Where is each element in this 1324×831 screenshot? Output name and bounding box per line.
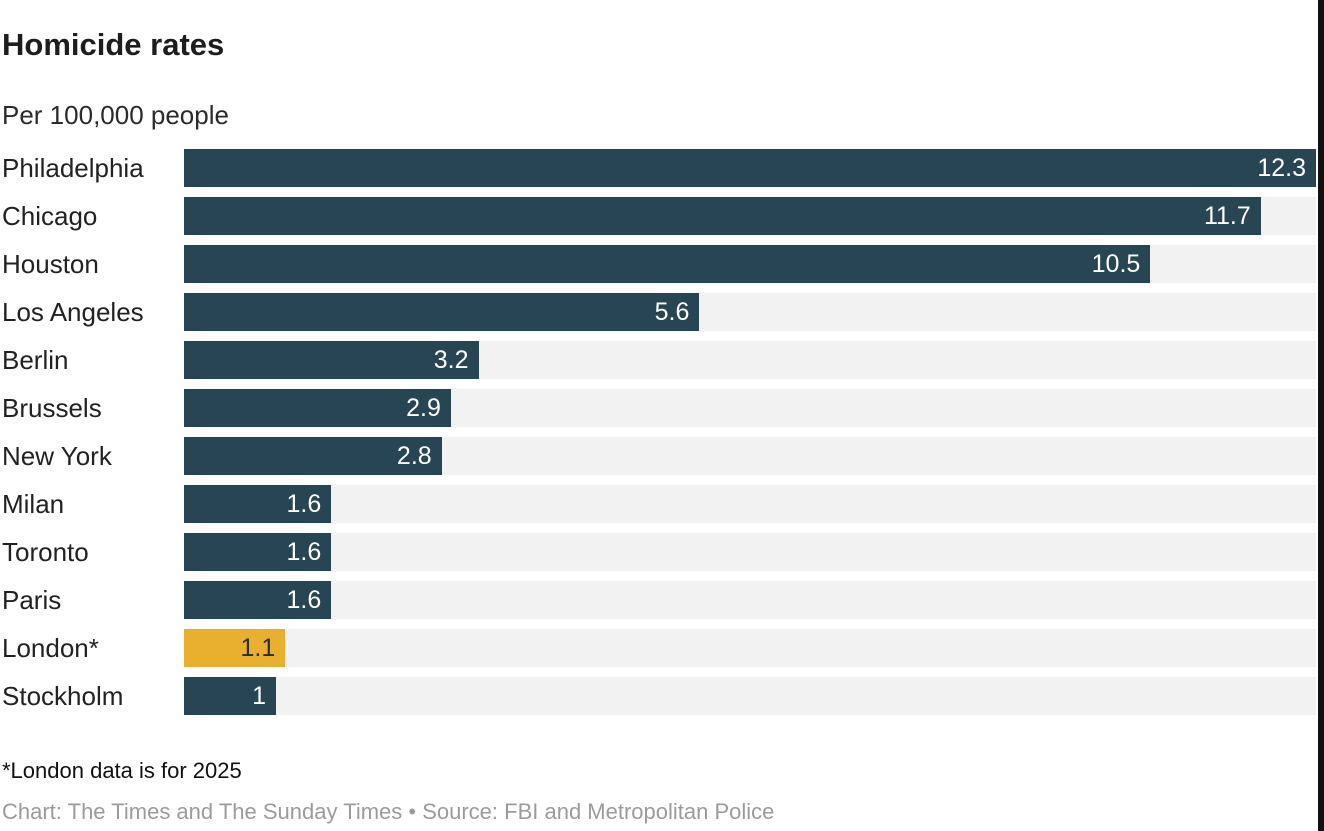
value-label: 2.9 <box>406 394 441 422</box>
bar-track: 1 <box>184 677 1316 715</box>
value-label: 12.3 <box>1257 154 1306 182</box>
category-label: Paris <box>2 584 62 615</box>
category-label: Houston <box>2 248 99 279</box>
table-row: New York 2.8 <box>0 432 1316 480</box>
value-label: 1 <box>252 682 267 710</box>
category-label: Stockholm <box>2 680 124 711</box>
table-row: Brussels 2.9 <box>0 384 1316 432</box>
category-label: London* <box>2 632 99 663</box>
bar: 10.5 <box>184 245 1151 283</box>
bar: 2.8 <box>184 437 442 475</box>
chart-subtitle: Per 100,000 people <box>2 100 229 130</box>
category-label: Los Angeles <box>2 296 144 327</box>
table-row: Toronto 1.6 <box>0 528 1316 576</box>
category-label: Chicago <box>2 200 98 231</box>
value-label: 1.6 <box>286 490 322 518</box>
category-label: Philadelphia <box>2 152 144 183</box>
bar-track: 11.7 <box>184 197 1316 235</box>
bar: 5.6 <box>184 293 700 331</box>
bar: 1.6 <box>184 533 332 571</box>
bar-track: 3.2 <box>184 341 1316 379</box>
bar-track: 1.6 <box>184 485 1316 523</box>
bar-highlighted: 1.1 <box>184 629 286 667</box>
bar: 1.6 <box>184 581 332 619</box>
table-row: Philadelphia 12.3 <box>0 144 1316 192</box>
bar: 2.9 <box>184 389 451 427</box>
bar: 11.7 <box>184 197 1261 235</box>
value-label: 5.6 <box>654 298 690 326</box>
bar: 1 <box>184 677 277 715</box>
category-label: New York <box>2 440 112 471</box>
table-row: Paris 1.6 <box>0 576 1316 624</box>
bar: 3.2 <box>184 341 479 379</box>
value-label: 11.7 <box>1203 202 1251 230</box>
bar: 12.3 <box>184 149 1316 187</box>
value-label: 1.6 <box>286 586 322 614</box>
value-label: 3.2 <box>433 346 469 374</box>
bar-track: 1.6 <box>184 533 1316 571</box>
category-label: Toronto <box>2 536 89 567</box>
table-row: Milan 1.6 <box>0 480 1316 528</box>
category-label: Milan <box>2 488 65 519</box>
value-label: 1.6 <box>286 538 322 566</box>
bar-chart: Philadelphia 12.3 Chicago 11.7 Houston 10.5 Lo… <box>0 144 1316 720</box>
table-row: Los Angeles 5.6 <box>0 288 1316 336</box>
bar-track: 2.8 <box>184 437 1316 475</box>
value-label: 10.5 <box>1091 250 1141 278</box>
value-label: 1.1 <box>240 634 276 662</box>
bar-track: 1.1 <box>184 629 1316 667</box>
value-label: 2.8 <box>396 442 432 470</box>
footnote: *London data is for 2025 <box>2 758 242 783</box>
category-label: Brussels <box>2 392 102 423</box>
table-row: Houston 10.5 <box>0 240 1316 288</box>
table-row: Chicago 11.7 <box>0 192 1316 240</box>
bar-track: 2.9 <box>184 389 1316 427</box>
table-row: Berlin 3.2 <box>0 336 1316 384</box>
screen-edge <box>1318 0 1324 831</box>
bar-track: 1.6 <box>184 581 1316 619</box>
credit-line: Chart: The Times and The Sunday Times • … <box>2 799 775 824</box>
chart-title: Homicide rates <box>2 26 225 62</box>
table-row: London* 1.1 <box>0 624 1316 672</box>
bar-track: 5.6 <box>184 293 1316 331</box>
category-label: Berlin <box>2 344 69 375</box>
table-row: Stockholm 1 <box>0 672 1316 720</box>
bar: 1.6 <box>184 485 332 523</box>
bar-track: 12.3 <box>184 149 1316 187</box>
bar-track: 10.5 <box>184 245 1316 283</box>
